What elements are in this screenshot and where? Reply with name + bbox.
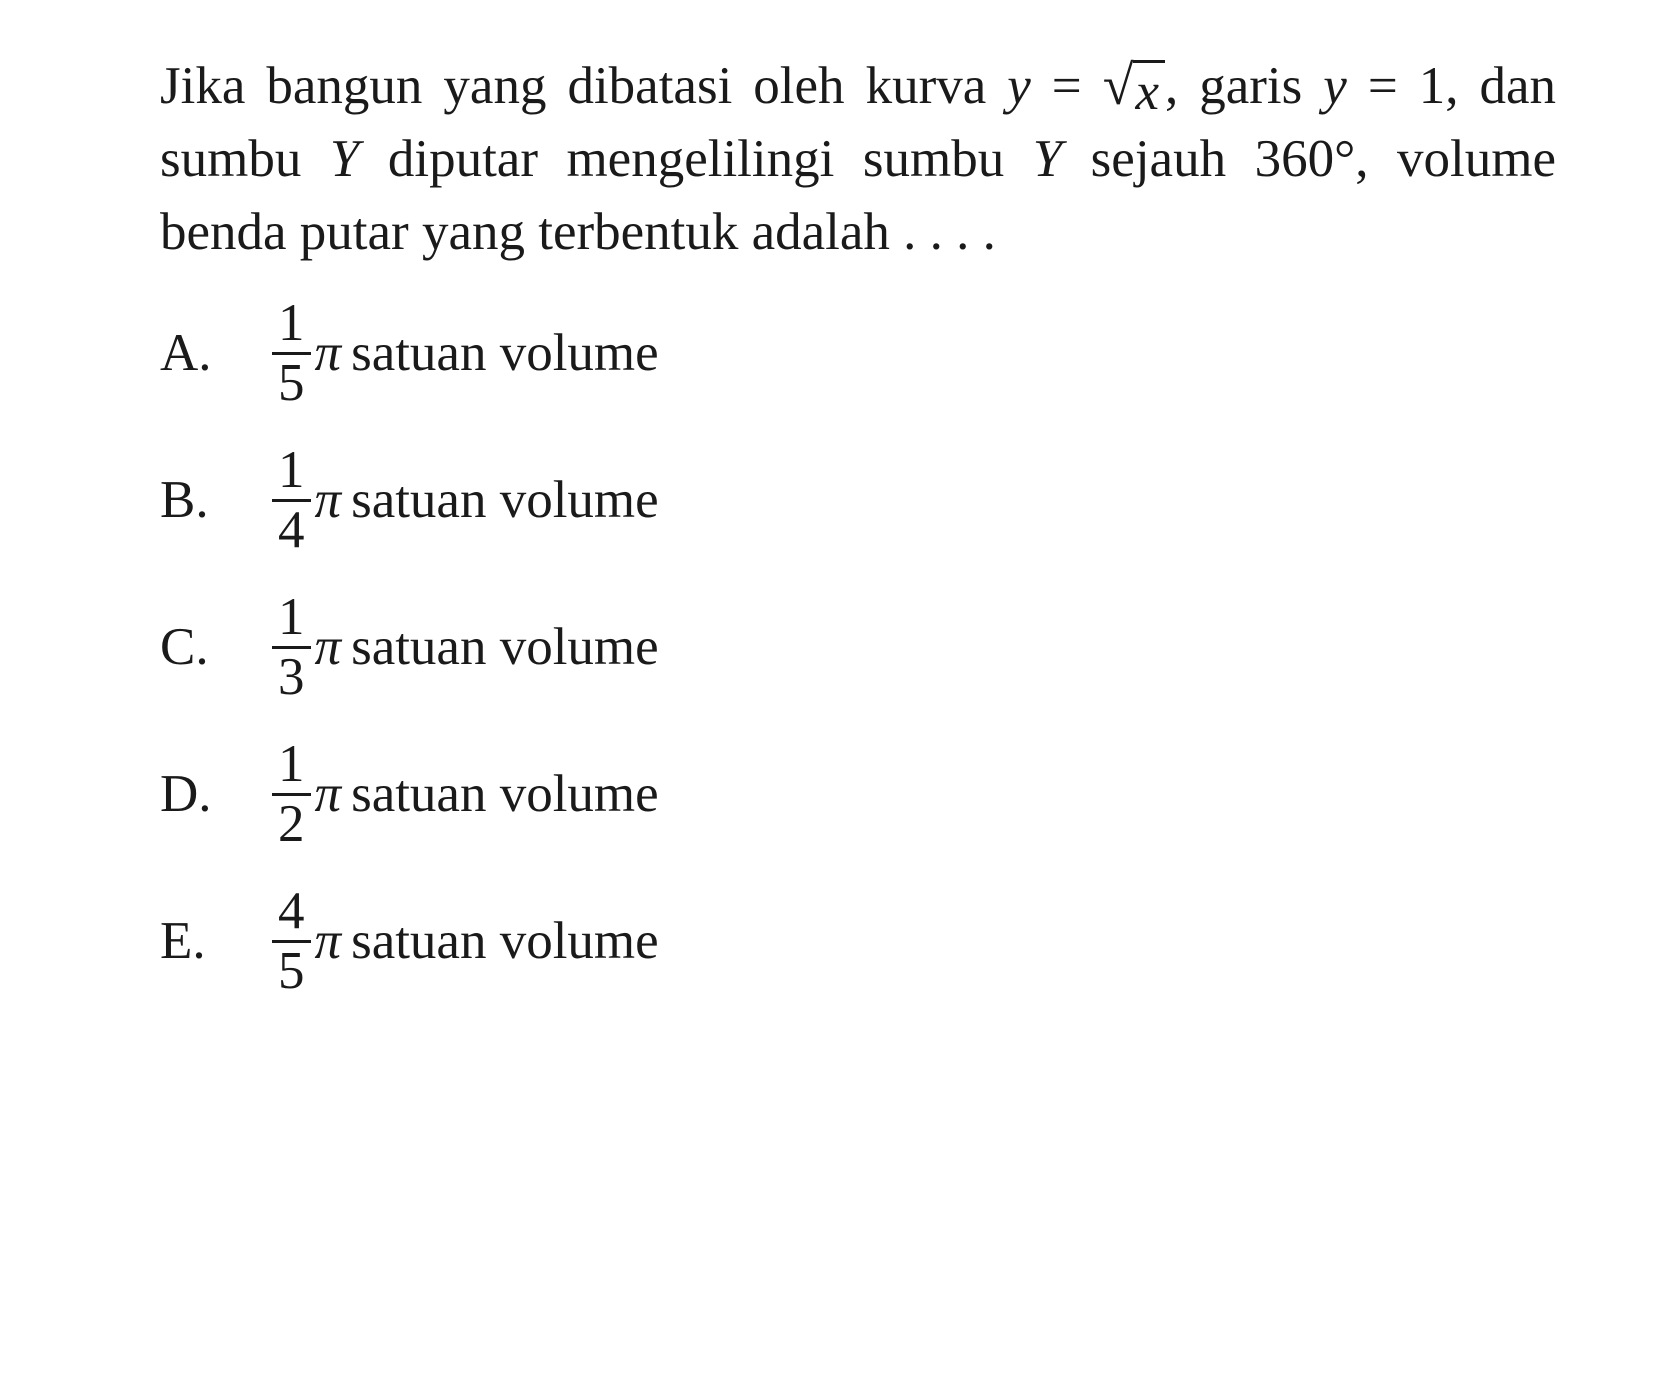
- fraction: 1 4: [272, 444, 311, 557]
- fraction: 1 2: [272, 738, 311, 851]
- fraction-num: 1: [272, 738, 311, 793]
- axis-y-2: Y: [1033, 130, 1062, 188]
- fraction-num: 1: [272, 591, 311, 646]
- option-e: E. 4 5 π satuan volume: [160, 885, 1556, 998]
- pi-symbol: π: [313, 611, 352, 684]
- pi-symbol: π: [313, 758, 352, 831]
- radicand-x: x: [1133, 60, 1165, 121]
- fraction-num: 1: [272, 444, 311, 499]
- option-b: B. 1 4 π satuan volume: [160, 444, 1556, 557]
- option-d: D. 1 2 π satuan volume: [160, 738, 1556, 851]
- option-letter: E.: [160, 905, 270, 978]
- pi-symbol: π: [313, 905, 352, 978]
- page: Jika bangun yang dibatasi oleh kurva y =…: [0, 0, 1666, 1048]
- eq-rhs-2: = 1: [1347, 57, 1445, 115]
- option-c: C. 1 3 π satuan volume: [160, 591, 1556, 704]
- pi-symbol: π: [313, 464, 352, 537]
- fraction: 4 5: [272, 885, 311, 998]
- pi-symbol: π: [313, 317, 352, 390]
- question-seg4: diputar mengelilingi sumbu: [359, 130, 1032, 188]
- option-letter: D.: [160, 758, 270, 831]
- option-letter: B.: [160, 464, 270, 537]
- option-body: 1 2 π satuan volume: [270, 738, 659, 851]
- option-letter: C.: [160, 611, 270, 684]
- option-unit: satuan volume: [351, 905, 659, 978]
- fraction-den: 5: [272, 940, 311, 998]
- equation-1: y = √x: [1007, 57, 1165, 115]
- eq-sign-1: =: [1031, 57, 1103, 115]
- option-unit: satuan volume: [351, 611, 659, 684]
- question-seg2: garis: [1178, 57, 1323, 115]
- fraction-den: 3: [272, 646, 311, 704]
- fraction: 1 3: [272, 591, 311, 704]
- fraction-den: 2: [272, 793, 311, 851]
- option-unit: satuan volume: [351, 464, 659, 537]
- fraction-num: 1: [272, 297, 311, 352]
- question-seg1: Jika bangun yang dibatasi oleh kurva: [160, 57, 1007, 115]
- fraction-den: 5: [272, 352, 311, 410]
- option-body: 1 3 π satuan volume: [270, 591, 659, 704]
- option-body: 1 5 π satuan volume: [270, 297, 659, 410]
- option-unit: satuan volume: [351, 317, 659, 390]
- fraction-num: 4: [272, 885, 311, 940]
- options-list: A. 1 5 π satuan volume B. 1 4 π satuan v…: [160, 297, 1556, 998]
- question-text: Jika bangun yang dibatasi oleh kurva y =…: [160, 50, 1556, 269]
- comma-1: ,: [1165, 57, 1178, 115]
- option-body: 4 5 π satuan volume: [270, 885, 659, 998]
- option-a: A. 1 5 π satuan volume: [160, 297, 1556, 410]
- option-body: 1 4 π satuan volume: [270, 444, 659, 557]
- fraction-den: 4: [272, 499, 311, 557]
- axis-y-1: Y: [330, 130, 359, 188]
- radical-icon: √: [1103, 58, 1134, 114]
- fraction: 1 5: [272, 297, 311, 410]
- option-letter: A.: [160, 317, 270, 390]
- option-unit: satuan volume: [351, 758, 659, 831]
- sqrt-x: √x: [1103, 60, 1165, 121]
- var-y-1: y: [1007, 57, 1031, 115]
- var-y-2: y: [1323, 57, 1347, 115]
- equation-2: y = 1: [1323, 57, 1445, 115]
